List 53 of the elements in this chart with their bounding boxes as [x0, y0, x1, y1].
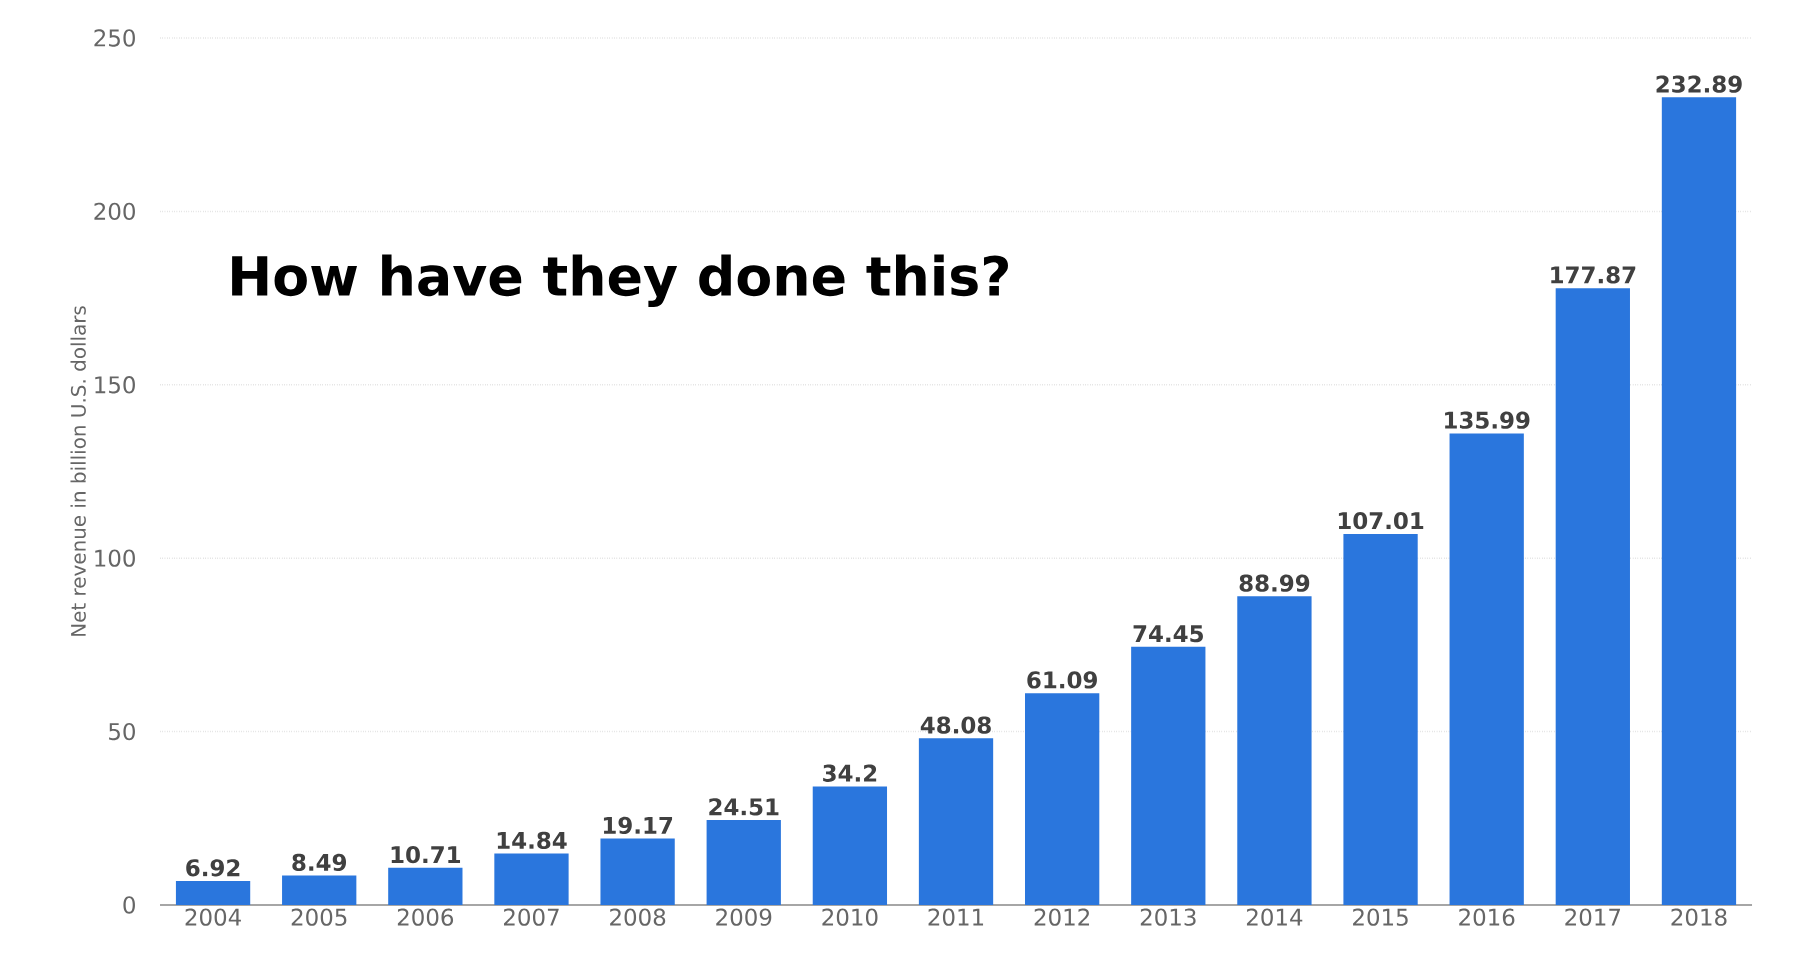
- x-tick-label: 2006: [397, 908, 454, 926]
- bar: [282, 875, 357, 905]
- y-tick-label: 250: [94, 29, 135, 47]
- bar: [1025, 693, 1100, 905]
- x-tick-label: 2014: [1246, 908, 1303, 926]
- y-tick-label: 0: [123, 896, 135, 914]
- data-label: 74.45: [1133, 625, 1203, 643]
- y-tick-label: 100: [95, 549, 135, 567]
- x-tick-label: 2010: [822, 908, 878, 926]
- x-tick-label: 2009: [716, 908, 772, 926]
- data-label: 8.49: [292, 853, 347, 872]
- data-label: 14.84: [497, 831, 567, 850]
- annotation: How have they done this?: [232, 254, 1008, 307]
- x-tick-label: 2016: [1459, 908, 1515, 926]
- x-tick-label: 2007: [503, 908, 559, 926]
- bar: [706, 820, 781, 905]
- bar: [1131, 646, 1206, 905]
- x-tick-label: 2008: [610, 908, 666, 926]
- x-tick-label: 2011: [928, 908, 984, 926]
- y-tick-label: 200: [94, 202, 135, 221]
- x-tick-label: 2017: [1565, 908, 1621, 926]
- data-label: 48.08: [920, 716, 991, 734]
- data-label: 24.51: [709, 798, 779, 816]
- data-label: 107.01: [1338, 512, 1424, 530]
- data-label: 10.71: [391, 846, 461, 864]
- bar: [812, 786, 888, 905]
- data-label: 34.2: [823, 764, 877, 782]
- x-tick-label: 2004: [185, 908, 241, 926]
- bar: [1449, 433, 1524, 905]
- bar: [1343, 533, 1418, 905]
- data-label: 177.87: [1551, 266, 1636, 284]
- x-tick-label: 2018: [1671, 908, 1727, 926]
- bar: [388, 867, 463, 905]
- bar: [1237, 596, 1312, 905]
- data-label: 19.17: [603, 816, 673, 834]
- data-label: 88.99: [1239, 574, 1310, 592]
- data-label: 135.99: [1445, 411, 1530, 429]
- y-tick-label: 50: [109, 722, 135, 741]
- x-tick-label: 2012: [1034, 908, 1090, 926]
- data-label: 61.09: [1027, 671, 1097, 689]
- data-label: 6.92: [186, 859, 240, 877]
- bar: [1555, 288, 1630, 905]
- y-tick-label: 150: [95, 376, 135, 394]
- data-label: 232.89: [1656, 75, 1742, 93]
- y-axis-title: Net revenue in billion U.S. dollars: [70, 306, 86, 636]
- x-tick-label: 2013: [1140, 908, 1196, 926]
- bar: [918, 738, 994, 905]
- bar: [600, 838, 675, 905]
- bar: [175, 881, 251, 905]
- bar: [494, 853, 569, 905]
- bar: [1661, 97, 1737, 905]
- x-tick-label: 2015: [1353, 908, 1408, 926]
- x-tick-label: 2005: [291, 908, 347, 926]
